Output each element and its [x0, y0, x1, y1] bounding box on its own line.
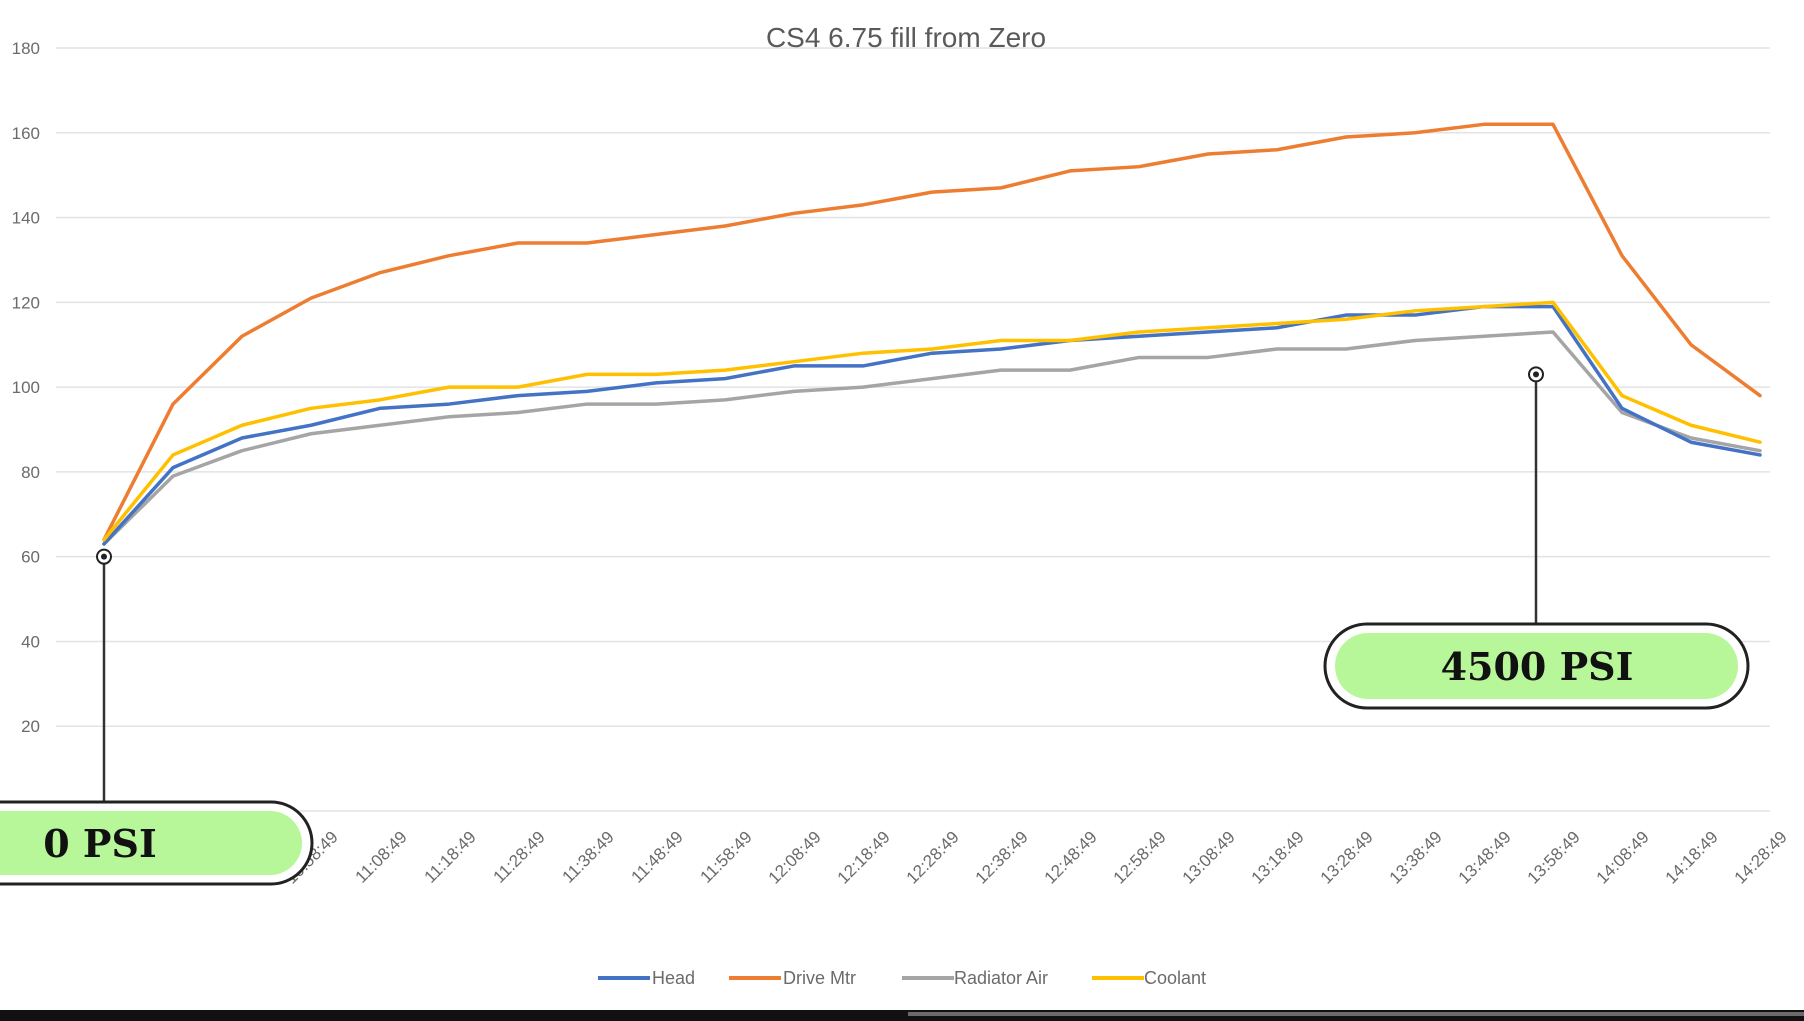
callout-marker-dot: [101, 553, 107, 560]
callout-label: 0 PSI: [43, 821, 156, 866]
series-line-drive-mtr: [102, 122, 1762, 542]
x-tick-label: 14:18:49: [1662, 827, 1722, 887]
x-tick-label: 13:48:49: [1455, 827, 1515, 887]
x-tick-label: 11:28:49: [489, 827, 548, 886]
x-tick-label: 13:08:49: [1179, 827, 1239, 887]
x-tick-label: 14:28:49: [1731, 827, 1791, 887]
y-tick-label: 20: [21, 717, 40, 736]
y-tick-label: 180: [12, 39, 40, 58]
x-tick-label: 12:48:49: [1041, 827, 1101, 887]
y-tick-label: 40: [21, 632, 40, 651]
y-tick-label: 120: [12, 293, 40, 312]
x-tick-label: 13:28:49: [1317, 827, 1377, 887]
x-tick-label: 11:18:49: [420, 827, 479, 886]
x-tick-label: 13:38:49: [1386, 827, 1446, 887]
x-axis-tick-labels: 10:28:4910:38:4910:48:4910:58:4911:08:49…: [75, 827, 1791, 887]
callout-label: 4500 PSI: [1441, 644, 1634, 689]
x-tick-label: 12:18:49: [834, 827, 894, 887]
series-line-coolant: [102, 300, 1762, 542]
annotations: 0 PSI 4500 PSI: [0, 366, 1750, 886]
y-axis-tick-labels: 020406080100120140160180: [12, 39, 40, 821]
x-tick-label: 11:08:49: [351, 827, 410, 886]
callout-marker-dot: [1533, 371, 1539, 378]
y-tick-label: 140: [12, 209, 40, 228]
x-tick-label: 12:38:49: [972, 827, 1032, 887]
x-tick-label: 13:18:49: [1248, 827, 1308, 887]
series-line-head: [102, 304, 1762, 546]
x-tick-label: 12:08:49: [765, 827, 825, 887]
x-tick-label: 14:08:49: [1593, 827, 1653, 887]
chart-title: CS4 6.75 fill from Zero: [766, 22, 1046, 53]
y-tick-label: 100: [12, 378, 40, 397]
callout-bubble-fill: [1335, 633, 1738, 699]
x-tick-label: 11:38:49: [558, 827, 617, 886]
x-tick-label: 11:58:49: [696, 827, 755, 886]
series-line-radiator-air: [102, 330, 1762, 546]
legend-label: Radiator Air: [954, 968, 1048, 988]
x-tick-label: 13:58:49: [1524, 827, 1584, 887]
gridlines: [56, 47, 1770, 812]
callout-bubble-fill: [0, 811, 302, 875]
y-tick-label: 80: [21, 463, 40, 482]
legend-label: Coolant: [1144, 968, 1206, 988]
legend-label: Head: [652, 968, 695, 988]
legend-label: Drive Mtr: [783, 968, 856, 988]
y-tick-label: 160: [12, 124, 40, 143]
y-tick-label: 60: [21, 548, 40, 567]
series-lines: [102, 122, 1762, 546]
legend: Head Drive Mtr Radiator Air Coolant: [598, 968, 1206, 988]
bottom-bar: [0, 1010, 1804, 1021]
x-tick-label: 12:58:49: [1110, 827, 1170, 887]
x-tick-label: 11:48:49: [627, 827, 686, 886]
x-tick-label: 12:28:49: [903, 827, 963, 887]
bottom-bar-progress: [908, 1012, 1804, 1016]
